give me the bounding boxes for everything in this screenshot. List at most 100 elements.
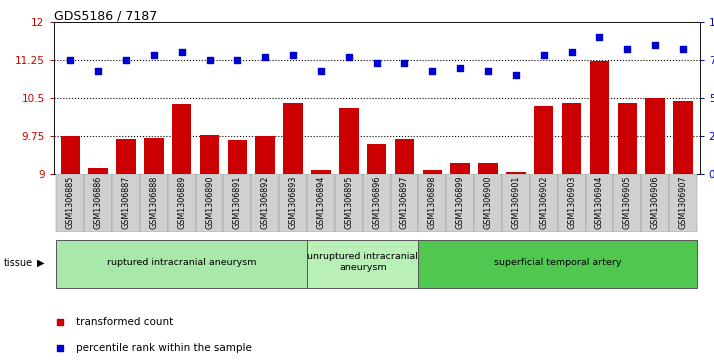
Text: tissue: tissue bbox=[4, 258, 33, 268]
Point bbox=[92, 68, 104, 73]
Point bbox=[64, 57, 76, 63]
Point bbox=[176, 49, 187, 55]
Point bbox=[650, 42, 661, 48]
Bar bbox=[144, 138, 164, 174]
Text: GSM1306897: GSM1306897 bbox=[400, 176, 409, 229]
Bar bbox=[116, 139, 136, 174]
Bar bbox=[530, 174, 558, 232]
Bar bbox=[56, 174, 84, 232]
Point bbox=[287, 52, 298, 58]
Bar bbox=[251, 174, 279, 232]
Text: GSM1306904: GSM1306904 bbox=[595, 176, 604, 229]
Bar bbox=[279, 174, 307, 232]
Bar bbox=[506, 172, 526, 174]
Point bbox=[678, 46, 689, 52]
Text: GSM1306902: GSM1306902 bbox=[539, 176, 548, 229]
Bar bbox=[84, 174, 112, 232]
Bar bbox=[613, 174, 641, 232]
Text: GSM1306892: GSM1306892 bbox=[261, 176, 270, 229]
Text: percentile rank within the sample: percentile rank within the sample bbox=[76, 343, 252, 353]
Bar bbox=[223, 174, 251, 232]
Bar bbox=[168, 174, 196, 232]
Point bbox=[343, 54, 354, 60]
Text: GSM1306894: GSM1306894 bbox=[316, 176, 326, 229]
Text: transformed count: transformed count bbox=[76, 317, 174, 327]
Text: ruptured intracranial aneurysm: ruptured intracranial aneurysm bbox=[107, 258, 256, 266]
Text: GSM1306895: GSM1306895 bbox=[344, 176, 353, 229]
Point bbox=[430, 222, 441, 228]
Point bbox=[120, 57, 131, 63]
Text: GSM1306898: GSM1306898 bbox=[428, 176, 437, 229]
Text: GSM1306885: GSM1306885 bbox=[66, 176, 75, 229]
Bar bbox=[618, 103, 637, 174]
Text: GSM1306901: GSM1306901 bbox=[511, 176, 521, 229]
Bar bbox=[673, 101, 693, 174]
FancyBboxPatch shape bbox=[418, 240, 697, 287]
Text: superficial temporal artery: superficial temporal artery bbox=[494, 258, 621, 266]
Bar bbox=[478, 163, 498, 174]
Bar bbox=[339, 108, 358, 174]
Text: ▶: ▶ bbox=[37, 258, 45, 268]
Bar bbox=[395, 139, 414, 174]
Point bbox=[538, 52, 550, 58]
Bar bbox=[228, 140, 247, 174]
FancyBboxPatch shape bbox=[56, 240, 307, 287]
Text: GSM1306907: GSM1306907 bbox=[678, 176, 688, 229]
Text: GSM1306905: GSM1306905 bbox=[623, 176, 632, 229]
Bar bbox=[363, 174, 391, 232]
Point bbox=[371, 60, 383, 66]
Text: GSM1306906: GSM1306906 bbox=[650, 176, 660, 229]
Text: GSM1306903: GSM1306903 bbox=[567, 176, 576, 229]
Bar bbox=[418, 174, 446, 232]
Text: GSM1306888: GSM1306888 bbox=[149, 176, 159, 229]
Text: unruptured intracranial
aneurysm: unruptured intracranial aneurysm bbox=[307, 252, 418, 272]
Bar bbox=[61, 136, 80, 174]
Point bbox=[594, 34, 605, 40]
Bar bbox=[367, 144, 386, 174]
Bar bbox=[451, 163, 470, 174]
Bar bbox=[196, 174, 223, 232]
Bar bbox=[307, 174, 335, 232]
Point bbox=[427, 68, 438, 73]
Text: GSM1306896: GSM1306896 bbox=[372, 176, 381, 229]
Text: GSM1306887: GSM1306887 bbox=[121, 176, 131, 229]
Text: GSM1306886: GSM1306886 bbox=[94, 176, 103, 229]
FancyBboxPatch shape bbox=[307, 240, 418, 287]
Text: GSM1306893: GSM1306893 bbox=[288, 176, 298, 229]
Point bbox=[148, 52, 159, 58]
Bar bbox=[645, 98, 665, 174]
Bar bbox=[140, 174, 168, 232]
Bar bbox=[669, 174, 697, 232]
Point bbox=[483, 68, 494, 73]
Bar bbox=[562, 103, 581, 174]
Bar bbox=[311, 170, 331, 174]
Text: GSM1306889: GSM1306889 bbox=[177, 176, 186, 229]
Text: GDS5186 / 7187: GDS5186 / 7187 bbox=[54, 9, 157, 22]
Bar bbox=[558, 174, 585, 232]
Point bbox=[622, 46, 633, 52]
Bar bbox=[446, 174, 474, 232]
Text: GSM1306899: GSM1306899 bbox=[456, 176, 465, 229]
Bar bbox=[423, 170, 442, 174]
Text: GSM1306891: GSM1306891 bbox=[233, 176, 242, 229]
Bar bbox=[474, 174, 502, 232]
Bar bbox=[256, 136, 275, 174]
Point bbox=[566, 49, 578, 55]
Bar bbox=[534, 106, 553, 174]
Bar bbox=[172, 104, 191, 174]
Bar bbox=[112, 174, 140, 232]
Point bbox=[511, 72, 522, 78]
Bar bbox=[283, 103, 303, 174]
Text: GSM1306890: GSM1306890 bbox=[205, 176, 214, 229]
Bar bbox=[641, 174, 669, 232]
Point bbox=[455, 65, 466, 70]
Bar bbox=[335, 174, 363, 232]
Point bbox=[315, 68, 326, 73]
Bar bbox=[590, 61, 609, 174]
Bar bbox=[391, 174, 418, 232]
Bar bbox=[89, 168, 108, 174]
Bar bbox=[200, 135, 219, 174]
Point bbox=[259, 54, 271, 60]
Point bbox=[231, 57, 243, 63]
Point bbox=[203, 57, 215, 63]
